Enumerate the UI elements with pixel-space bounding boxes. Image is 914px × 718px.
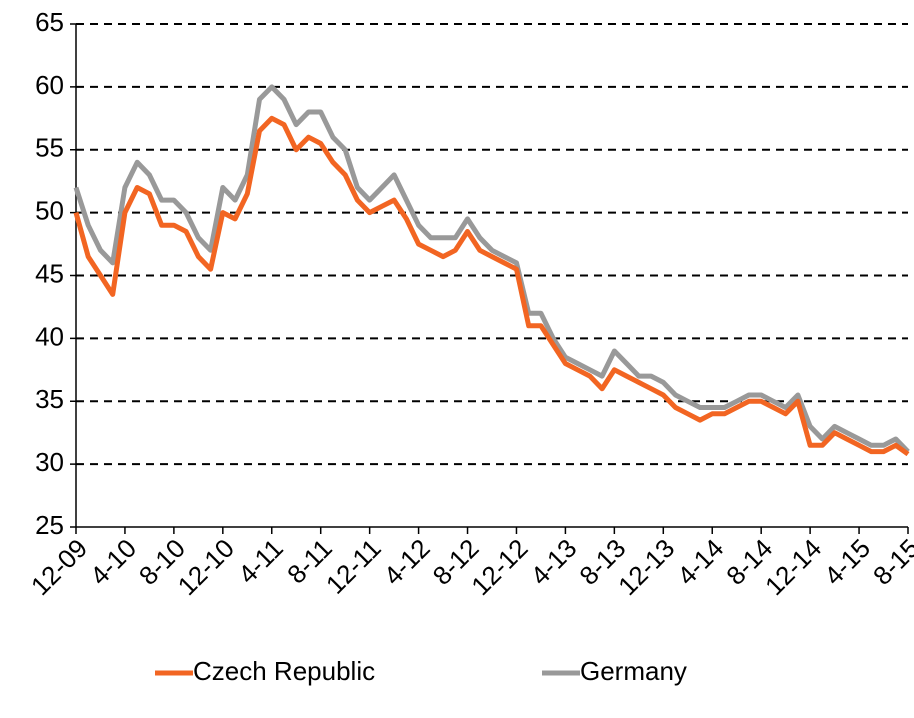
- x-tick-label: 4-15: [818, 533, 876, 591]
- x-tick-label: 4-10: [84, 533, 142, 591]
- x-tick-label: 4-12: [378, 533, 436, 591]
- x-tick-label: 12-13: [612, 533, 680, 601]
- x-tick-label: 4-14: [671, 533, 729, 591]
- x-tick-label: 4-11: [232, 533, 289, 590]
- series-line: [73, 115, 910, 457]
- x-tick-label: 12-09: [25, 533, 93, 601]
- y-tick-label: 50: [35, 196, 64, 226]
- x-tick-label: 12-14: [759, 533, 827, 601]
- series-line: [73, 84, 910, 454]
- x-tick-label: 12-11: [320, 533, 387, 600]
- y-tick-label: 45: [35, 258, 64, 288]
- y-tick-label: 65: [35, 7, 64, 37]
- y-tick-label: 60: [35, 70, 64, 100]
- x-tick-label: 4-13: [524, 533, 582, 591]
- x-tick-label: 12-10: [172, 533, 240, 601]
- y-tick-label: 25: [35, 510, 64, 540]
- y-tick-label: 55: [35, 133, 64, 163]
- y-tick-label: 40: [35, 321, 64, 351]
- x-tick-label: 12-12: [465, 533, 533, 601]
- legend-label: Czech Republic: [193, 656, 375, 686]
- y-tick-label: 30: [35, 447, 64, 477]
- x-tick-label: 8-15: [867, 533, 914, 591]
- legend-label: Germany: [580, 656, 687, 686]
- y-tick-label: 35: [35, 384, 64, 414]
